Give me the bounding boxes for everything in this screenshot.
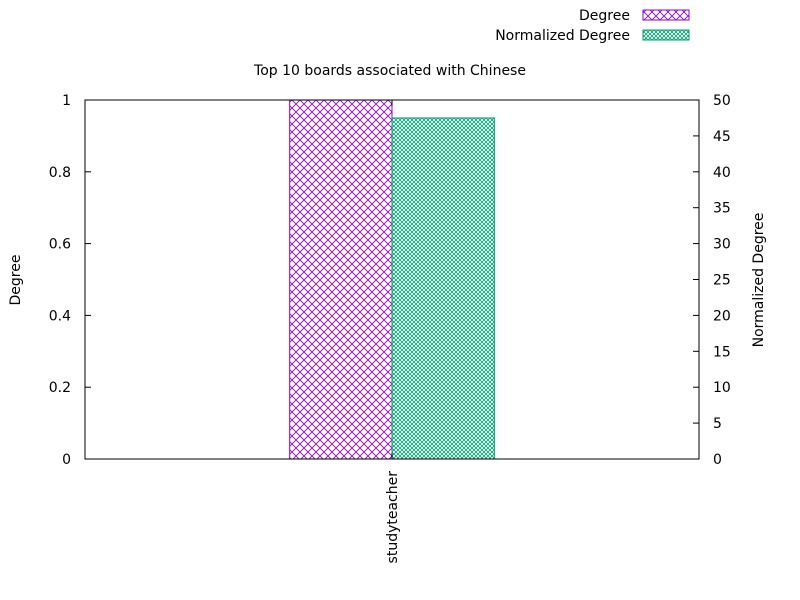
- y2-tick-label: 5: [713, 416, 722, 432]
- y2-tick-label: 10: [713, 380, 731, 396]
- legend-swatch-degree: [642, 9, 690, 21]
- legend: Degree Normalized Degree: [495, 8, 690, 44]
- y2-tick-label: 50: [713, 93, 731, 109]
- chart-title: Top 10 boards associated with Chinese: [253, 63, 526, 79]
- y-tick-label: 0.6: [49, 237, 71, 253]
- bars: [289, 99, 495, 460]
- y2-tick-label: 45: [713, 129, 731, 145]
- bar-degree-studyteacher: [289, 99, 393, 460]
- y2-tick-label: 25: [713, 273, 731, 289]
- y-tick-label: 0.2: [49, 380, 71, 396]
- y2-tick-label: 30: [713, 237, 731, 253]
- y-tick-label: 0.8: [49, 165, 71, 181]
- y2-axis-label: Normalized Degree: [751, 213, 767, 348]
- legend-label-degree: Degree: [579, 8, 630, 24]
- y-tick-label: 1: [62, 93, 71, 109]
- y-axis-label: Degree: [8, 255, 24, 306]
- legend-label-normalized-degree: Normalized Degree: [495, 28, 630, 44]
- y2-tick-label: 20: [713, 308, 731, 324]
- y2-tick-label: 40: [713, 165, 731, 181]
- y-tick-label: 0: [62, 452, 71, 468]
- y-tick-label: 0.4: [49, 308, 71, 324]
- axes: 00.20.40.60.8105101520253035404550studyt…: [49, 93, 731, 563]
- y2-tick-label: 15: [713, 344, 731, 360]
- x-tick-label: studyteacher: [385, 471, 401, 564]
- legend-swatch-normalized-degree: [642, 29, 690, 41]
- y2-tick-label: 35: [713, 201, 731, 217]
- bar-normalized-degree-studyteacher: [391, 117, 495, 460]
- y2-tick-label: 0: [713, 452, 722, 468]
